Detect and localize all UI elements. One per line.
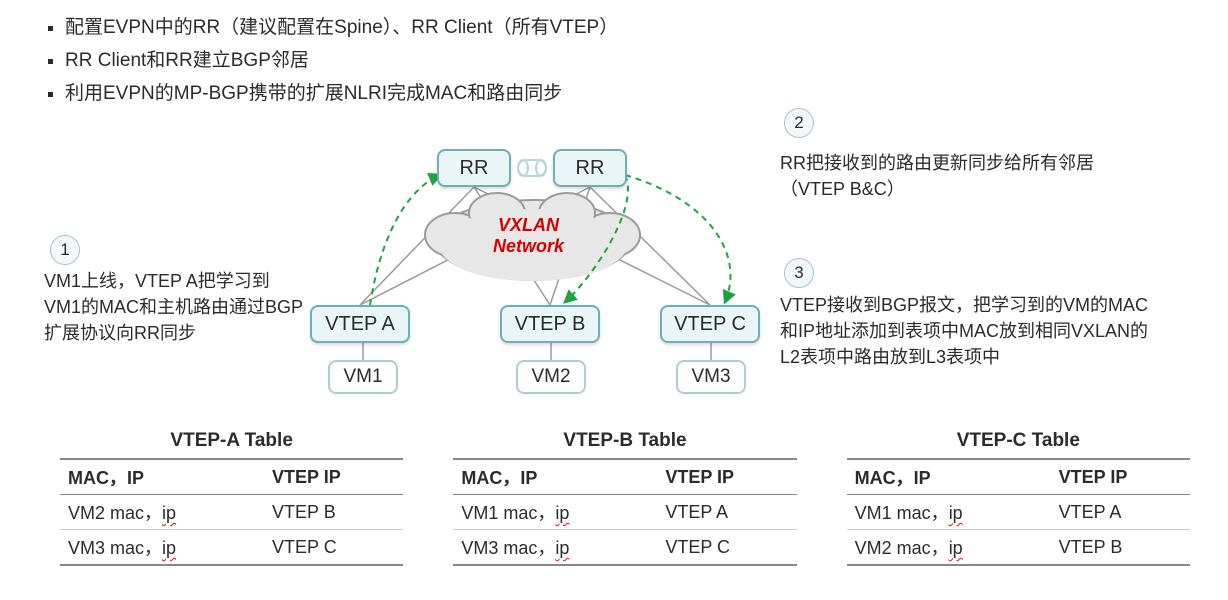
table-a: VTEP-A Table MAC，IPVTEP IP VM2 mac，ipVTE… <box>60 430 403 566</box>
table-row: VM3 mac，ipVTEP C <box>60 530 403 566</box>
th: VTEP IP <box>264 459 403 495</box>
step-badge-2: 2 <box>784 108 814 138</box>
node-vm1: VM1 <box>328 360 398 394</box>
node-vtepb: VTEP B <box>500 305 600 343</box>
step-badge-1: 1 <box>50 235 80 265</box>
table-title: VTEP-A Table <box>60 430 403 452</box>
node-rr1: RR <box>437 149 511 187</box>
table-title: VTEP-B Table <box>453 430 796 452</box>
th: MAC，IP <box>453 459 657 495</box>
node-vtepa: VTEP A <box>310 305 410 343</box>
node-vtepc: VTEP C <box>660 305 760 343</box>
bullet-item: 配置EVPN中的RR（建议配置在Spine）、RR Client（所有VTEP） <box>65 12 618 39</box>
step-badge-3: 3 <box>784 258 814 288</box>
step-note-3: VTEP接收到BGP报文，把学习到的VM的MAC和IP地址添加到表项中MAC放到… <box>780 292 1160 370</box>
table-row: VM1 mac，ipVTEP A <box>453 495 796 530</box>
th: MAC，IP <box>60 459 264 495</box>
table-title: VTEP-C Table <box>847 430 1190 452</box>
bullet-item: RR Client和RR建立BGP邻居 <box>65 45 618 72</box>
node-vm2: VM2 <box>516 360 586 394</box>
table-row: VM3 mac，ipVTEP C <box>453 530 796 566</box>
table-row: VM1 mac，ipVTEP A <box>847 495 1190 530</box>
tables-row: VTEP-A Table MAC，IPVTEP IP VM2 mac，ipVTE… <box>60 430 1190 566</box>
table-b: VTEP-B Table MAC，IPVTEP IP VM1 mac，ipVTE… <box>453 430 796 566</box>
table-c: VTEP-C Table MAC，IPVTEP IP VM1 mac，ipVTE… <box>847 430 1190 566</box>
bullet-item: 利用EVPN的MP-BGP携带的扩展NLRI完成MAC和路由同步 <box>65 78 618 105</box>
cloud-label: VXLAN Network <box>493 215 564 256</box>
step-note-1: VM1上线，VTEP A把学习到VM1的MAC和主机路由通过BGP扩展协议向RR… <box>44 268 304 346</box>
th: MAC，IP <box>847 459 1051 495</box>
bullet-list: 配置EVPN中的RR（建议配置在Spine）、RR Client（所有VTEP）… <box>65 12 618 111</box>
table-row: VM2 mac，ipVTEP B <box>60 495 403 530</box>
th: VTEP IP <box>657 459 796 495</box>
table-row: VM2 mac，ipVTEP B <box>847 530 1190 566</box>
th: VTEP IP <box>1051 459 1190 495</box>
node-vm3: VM3 <box>676 360 746 394</box>
node-rr2: RR <box>553 149 627 187</box>
step-note-2: RR把接收到的路由更新同步给所有邻居（VTEP B&C） <box>780 150 1130 202</box>
